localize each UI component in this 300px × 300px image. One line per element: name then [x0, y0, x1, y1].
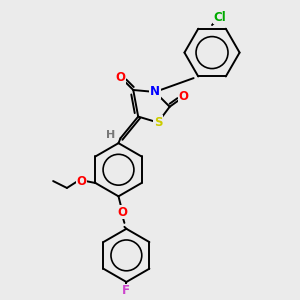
Text: Cl: Cl [214, 11, 226, 24]
Text: F: F [122, 284, 130, 297]
Text: O: O [178, 90, 188, 104]
Text: S: S [154, 116, 162, 129]
Text: N: N [150, 85, 160, 98]
Text: O: O [117, 206, 128, 219]
Text: O: O [116, 71, 125, 84]
Text: H: H [106, 130, 115, 140]
Text: O: O [77, 175, 87, 188]
